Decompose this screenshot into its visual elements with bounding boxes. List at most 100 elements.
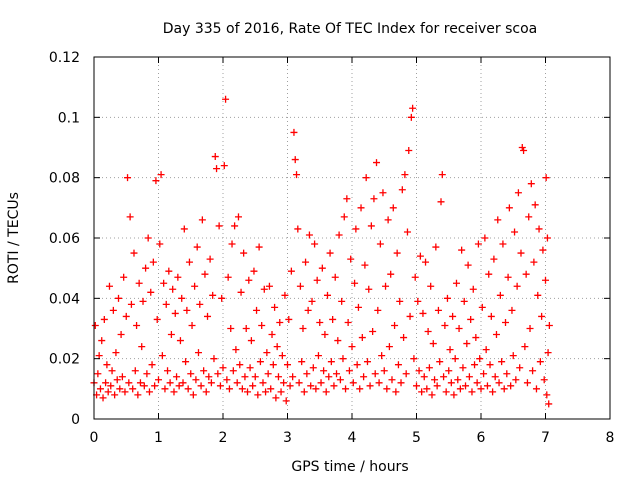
data-point [234, 213, 242, 221]
data-point [440, 373, 448, 381]
data-point [389, 204, 397, 212]
data-point [330, 382, 338, 390]
data-point [509, 352, 517, 360]
data-point [299, 325, 307, 332]
data-point [202, 388, 210, 396]
data-point [289, 373, 297, 381]
data-point [267, 385, 275, 393]
data-point [205, 373, 213, 381]
data-point [158, 352, 166, 360]
x-tick-label: 2 [219, 430, 228, 446]
data-point [451, 355, 459, 363]
data-point [304, 306, 312, 314]
data-point [508, 306, 516, 314]
data-point [458, 246, 466, 254]
data-point [418, 388, 426, 396]
data-point [338, 297, 346, 305]
data-point [545, 321, 553, 329]
data-point [300, 388, 308, 396]
data-point [316, 318, 324, 326]
data-point [456, 385, 464, 393]
data-point [178, 294, 186, 302]
data-point [192, 376, 200, 384]
data-point [403, 228, 411, 236]
data-point [151, 382, 159, 390]
data-point [216, 382, 224, 390]
data-point [201, 270, 209, 278]
data-point [291, 156, 299, 164]
data-point [104, 388, 112, 396]
data-point [179, 379, 187, 387]
data-point [505, 204, 513, 212]
data-point [397, 379, 405, 387]
data-point [148, 361, 156, 369]
data-point [285, 315, 293, 323]
data-point [99, 394, 107, 402]
data-point [309, 364, 317, 372]
data-point [471, 361, 479, 369]
data-point [122, 312, 130, 320]
data-point [383, 385, 391, 393]
data-point [378, 352, 386, 360]
data-point [495, 379, 503, 387]
data-point [419, 309, 427, 317]
data-point [262, 388, 270, 396]
data-point [264, 370, 272, 378]
data-point [463, 340, 471, 348]
data-point [432, 243, 440, 251]
data-point [468, 388, 476, 396]
data-point [393, 249, 401, 257]
data-point [410, 355, 418, 363]
data-point [391, 321, 399, 329]
data-point [197, 382, 205, 390]
data-point [193, 243, 201, 251]
data-point [116, 385, 124, 393]
data-point [184, 385, 192, 393]
data-point [277, 388, 285, 396]
data-point [486, 361, 494, 369]
data-point [180, 225, 188, 233]
data-point [113, 376, 121, 384]
data-point [95, 352, 103, 360]
data-point [406, 312, 414, 320]
data-point [227, 325, 235, 332]
data-points [90, 95, 553, 408]
data-point [245, 276, 253, 284]
data-point [500, 385, 508, 393]
y-tick-label: 0 [71, 412, 80, 428]
data-point [445, 367, 453, 375]
data-point [259, 379, 267, 387]
data-point [157, 171, 165, 179]
data-point [382, 282, 390, 290]
data-point [438, 171, 446, 179]
data-point [522, 270, 530, 278]
data-point [467, 315, 475, 323]
data-point [384, 216, 392, 224]
data-point [127, 300, 135, 308]
data-point [452, 279, 460, 287]
x-tick-label: 6 [477, 430, 486, 446]
y-tick-label: 0.04 [49, 291, 80, 307]
data-point [213, 165, 221, 173]
data-point [145, 388, 153, 396]
data-point [240, 249, 248, 257]
data-point [516, 364, 524, 372]
data-point [387, 270, 395, 278]
data-point [140, 382, 148, 390]
data-point [342, 385, 350, 393]
data-point [139, 297, 147, 305]
data-point [156, 240, 164, 248]
data-point [194, 349, 202, 357]
data-point [507, 382, 515, 390]
data-point [224, 273, 232, 281]
data-point [490, 255, 498, 263]
data-point [437, 198, 445, 206]
data-point [287, 267, 295, 275]
data-point [512, 376, 520, 384]
data-point [542, 174, 550, 182]
data-point [311, 240, 319, 248]
data-point [131, 367, 139, 375]
data-point [124, 174, 132, 182]
data-point [130, 249, 138, 257]
data-point [166, 379, 174, 387]
